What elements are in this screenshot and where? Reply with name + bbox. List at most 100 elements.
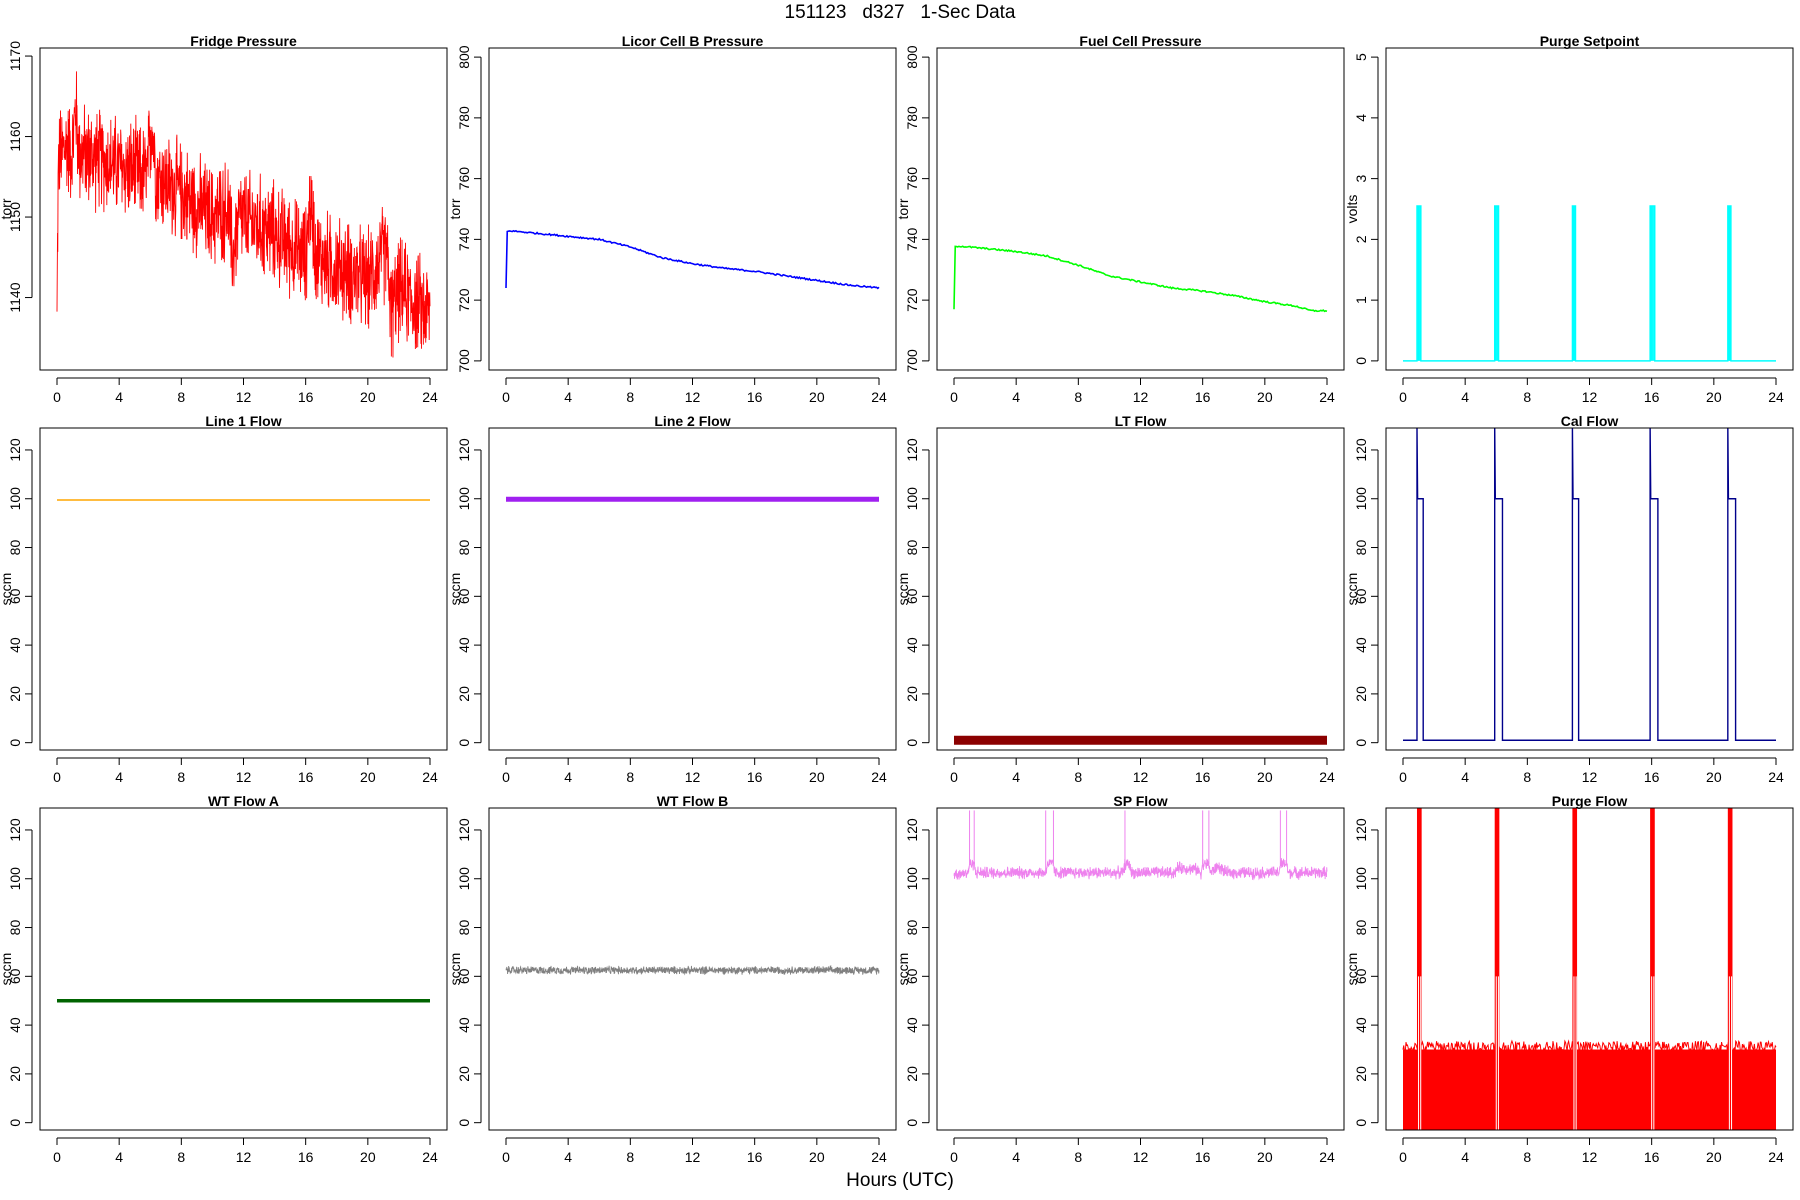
y-tick-label: 720 — [456, 288, 472, 312]
panel-line-1-flow: Line 1 Flow 0 4 8 12 16 20 24 0 20 40 60 80 100 120 scc… — [0, 413, 448, 785]
x-tick-label: 20 — [1257, 389, 1273, 405]
panel-wt-flow-b: WT Flow B 0 4 8 12 16 20 24 0 20 40 60 80 100 120 sccm — [447, 793, 897, 1165]
x-tick-label: 0 — [1399, 769, 1407, 785]
y-axis: 0 20 40 60 80 100 120 sccm — [0, 818, 33, 1127]
y-tick-label: 5 — [1353, 53, 1369, 61]
x-tick-label: 0 — [53, 769, 61, 785]
x-tick-label: 12 — [236, 769, 252, 785]
x-tick-label: 16 — [1644, 1149, 1660, 1165]
series-pulse — [1494, 808, 1500, 1130]
y-tick-label: 800 — [456, 45, 472, 69]
x-tick-label: 20 — [360, 1149, 376, 1165]
y-tick-label: 60 — [1353, 588, 1369, 604]
y-tick-label: 120 — [456, 818, 472, 842]
x-tick-label: 12 — [1133, 1149, 1149, 1165]
y-tick-label: 700 — [456, 349, 472, 373]
panel-title: Fridge Pressure — [190, 33, 297, 49]
series-line — [1403, 428, 1776, 741]
x-tick-label: 12 — [685, 1149, 701, 1165]
y-tick-label: 40 — [456, 1017, 472, 1033]
plot-frame — [488, 807, 897, 1131]
y-tick-label: 0 — [904, 739, 920, 747]
x-tick-label: 0 — [950, 769, 958, 785]
panel-title: Licor Cell B Pressure — [622, 33, 764, 49]
y-axis-label: sccm — [447, 953, 463, 986]
y-tick-label: 20 — [904, 686, 920, 702]
y-tick-label: 80 — [904, 920, 920, 936]
x-tick-label: 0 — [53, 1149, 61, 1165]
y-tick-label: 120 — [7, 438, 23, 462]
plot-area-wt-flow-b — [505, 964, 880, 976]
y-tick-label: 120 — [904, 818, 920, 842]
y-axis-label: sccm — [447, 573, 463, 606]
y-axis-label: sccm — [0, 953, 14, 986]
y-tick-label: 0 — [7, 1119, 23, 1127]
y-axis-label: volts — [1344, 195, 1360, 224]
x-axis: 0 4 8 12 16 20 24 — [950, 1137, 1335, 1165]
y-tick-label: 800 — [904, 45, 920, 69]
y-tick-label: 100 — [904, 867, 920, 891]
x-tick-label: 20 — [360, 769, 376, 785]
y-tick-label: 780 — [456, 106, 472, 130]
x-axis: 0 4 8 12 16 20 24 — [502, 757, 887, 785]
x-tick-label: 12 — [1582, 1149, 1598, 1165]
y-tick-label: 0 — [1353, 739, 1369, 747]
y-tick-label: 100 — [904, 487, 920, 511]
plot-frame — [936, 427, 1345, 751]
x-tick-label: 0 — [950, 389, 958, 405]
x-tick-label: 12 — [1582, 769, 1598, 785]
x-tick-label: 16 — [1195, 1149, 1211, 1165]
y-axis: 700 720 740 760 780 800 torr — [895, 45, 930, 373]
x-tick-label: 8 — [1523, 1149, 1531, 1165]
panel-lt-flow: LT Flow 0 4 8 12 16 20 24 0 20 40 60 80 100 120 sccm — [895, 413, 1345, 785]
x-tick-label: 12 — [1133, 769, 1149, 785]
panel-title: LT Flow — [1115, 413, 1167, 429]
x-tick-label: 24 — [1768, 1149, 1784, 1165]
y-tick-label: 120 — [1353, 818, 1369, 842]
x-tick-label: 8 — [1074, 389, 1082, 405]
x-axis: 0 4 8 12 16 20 24 — [502, 1137, 887, 1165]
x-tick-label: 4 — [115, 1149, 123, 1165]
x-tick-label: 12 — [1582, 389, 1598, 405]
plot-area-sp-flow — [953, 810, 1328, 881]
x-tick-label: 20 — [1706, 389, 1722, 405]
y-axis: 0 20 40 60 80 100 120 sccm — [1344, 818, 1379, 1127]
x-tick-label: 0 — [502, 769, 510, 785]
plot-area-fridge-pressure — [56, 71, 431, 358]
panel-title: Cal Flow — [1561, 413, 1619, 429]
x-tick-label: 8 — [177, 769, 185, 785]
series-line — [953, 858, 1328, 881]
y-tick-label: 80 — [1353, 920, 1369, 936]
y-tick-label: 100 — [1353, 867, 1369, 891]
x-tick-label: 16 — [747, 769, 763, 785]
x-tick-label: 4 — [1461, 1149, 1469, 1165]
panel-line-2-flow: Line 2 Flow 0 4 8 12 16 20 24 0 20 40 60 80 100 120 scc… — [447, 413, 897, 785]
plot-area-fuel-cell-pressure — [953, 245, 1328, 313]
series-line — [56, 71, 431, 358]
x-tick-label: 16 — [298, 1149, 314, 1165]
y-tick-label: 4 — [1353, 114, 1369, 122]
x-axis-label: Hours (UTC) — [846, 1170, 954, 1191]
y-tick-label: 20 — [7, 1066, 23, 1082]
y-axis-label: sccm — [895, 573, 911, 606]
x-tick-label: 0 — [1399, 389, 1407, 405]
x-tick-label: 8 — [177, 389, 185, 405]
x-tick-label: 16 — [1644, 769, 1660, 785]
y-axis-label: sccm — [895, 953, 911, 986]
plot-area-licor-cell-b-pressure — [505, 229, 880, 290]
x-axis: 0 4 8 12 16 20 24 — [1399, 1137, 1784, 1165]
y-tick-label: 60 — [7, 968, 23, 984]
y-axis: 1140 1150 1160 1170 torr — [0, 41, 33, 313]
y-tick-label: 60 — [1353, 968, 1369, 984]
panel-title: WT Flow B — [657, 793, 729, 809]
y-axis: 0 20 40 60 80 100 120 sccm — [447, 438, 482, 747]
x-tick-label: 24 — [1319, 769, 1335, 785]
x-tick-label: 12 — [236, 389, 252, 405]
x-tick-label: 0 — [1399, 1149, 1407, 1165]
y-tick-label: 100 — [7, 487, 23, 511]
plot-area-purge-flow — [1402, 808, 1777, 1130]
y-tick-label: 80 — [904, 540, 920, 556]
panel-licor-cell-b-pressure: Licor Cell B Pressure 0 4 8 12 16 20 24 700 720 74… — [447, 33, 897, 405]
